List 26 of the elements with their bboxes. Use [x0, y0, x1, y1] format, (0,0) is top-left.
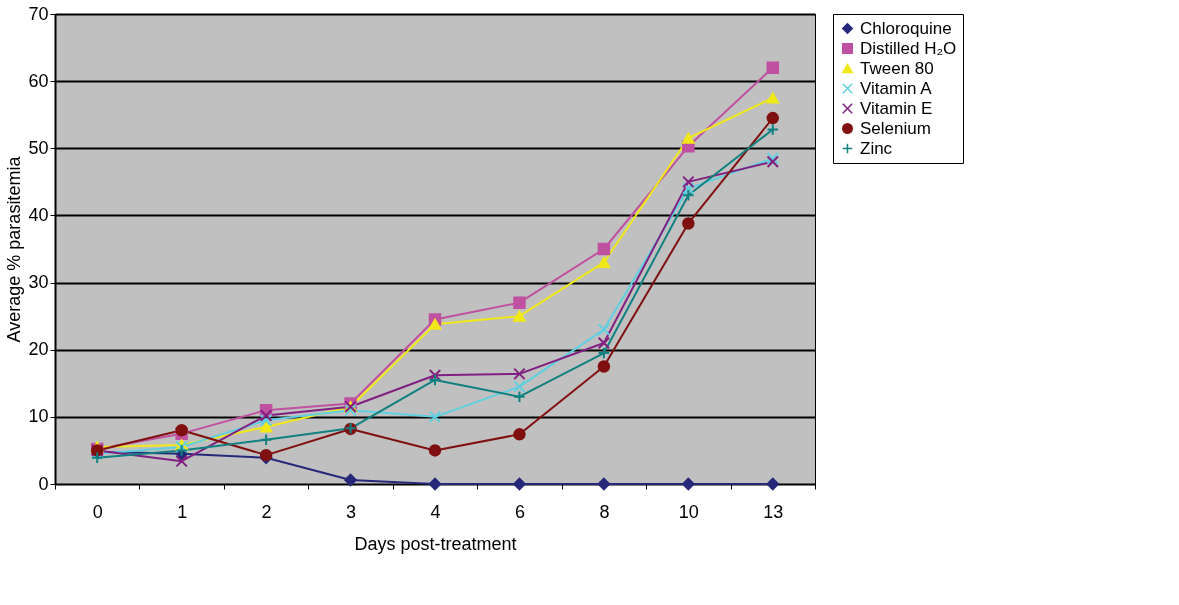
- x-tick-label: 3: [346, 501, 357, 522]
- y-axis-title: Average % parasitemia: [4, 155, 25, 343]
- x-tick-label: 8: [599, 501, 610, 522]
- x-axis-title: Days post-treatment: [354, 533, 517, 554]
- y-tick-label: 30: [28, 272, 49, 293]
- y-tick-label: 40: [28, 204, 49, 225]
- y-tick-label: 50: [28, 137, 49, 158]
- y-tick-label: 10: [28, 406, 49, 427]
- y-tick-label: 20: [28, 339, 49, 360]
- x-tick-label: 10: [678, 501, 699, 522]
- legend-label: Chloroquine: [860, 18, 952, 38]
- legend-label: Tween 80: [860, 58, 934, 78]
- y-tick-label: 0: [38, 473, 49, 494]
- x-tick-label: 1: [177, 501, 188, 522]
- x-tick-label: 2: [261, 501, 272, 522]
- y-tick-label: 60: [28, 70, 49, 91]
- x-tick-label: 13: [763, 501, 784, 522]
- legend-label: Selenium: [860, 118, 931, 138]
- legend-label: Zinc: [860, 138, 893, 158]
- legend-label: Vitamin E: [860, 98, 933, 118]
- legend-label: Distilled H₂O: [860, 38, 957, 58]
- y-tick-label: 70: [28, 3, 49, 24]
- x-tick-label: 6: [514, 501, 525, 522]
- legend-label: Vitamin A: [860, 78, 933, 98]
- x-tick-label: 0: [92, 501, 103, 522]
- x-tick-label: 4: [430, 501, 441, 522]
